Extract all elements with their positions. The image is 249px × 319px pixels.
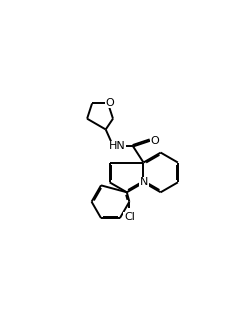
Text: N: N: [140, 177, 148, 187]
Text: O: O: [150, 136, 159, 146]
Text: Cl: Cl: [124, 212, 135, 222]
Text: O: O: [106, 98, 114, 108]
Text: HN: HN: [109, 141, 125, 152]
